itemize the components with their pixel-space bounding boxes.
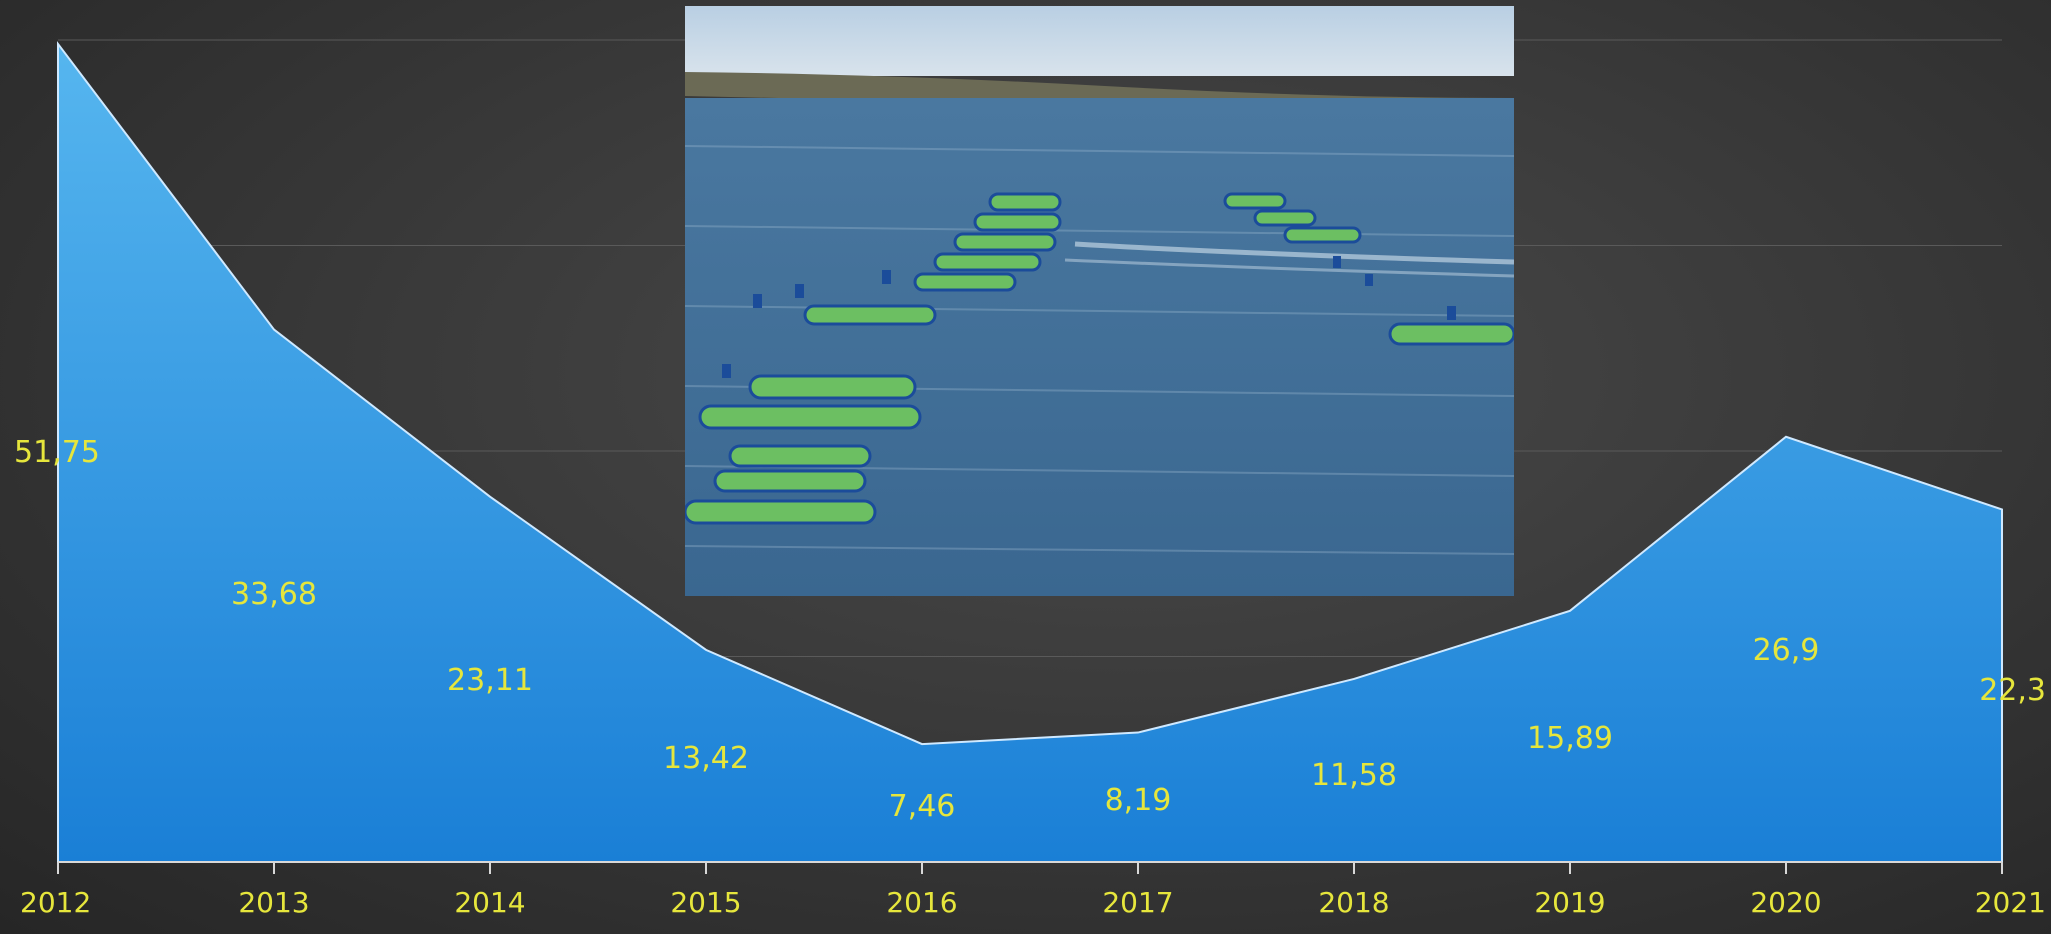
data-label-2015: 13,42 — [663, 741, 749, 776]
x-tick-label-2018: 2018 — [1318, 886, 1389, 919]
data-label-2021: 22,3 — [1979, 673, 2046, 708]
x-tick-label-2019: 2019 — [1534, 886, 1605, 919]
data-label-2020: 26,9 — [1753, 633, 1820, 668]
x-tick-label-2016: 2016 — [886, 886, 957, 919]
x-tick-label-2021: 2021 — [1975, 886, 2046, 919]
x-tick-label-2012: 2012 — [20, 886, 91, 919]
x-axis-ticks — [57, 862, 2003, 874]
data-label-2016: 7,46 — [889, 789, 956, 824]
x-tick-label-2013: 2013 — [238, 886, 309, 919]
area-series — [57, 40, 2003, 863]
data-label-2012: 51,75 — [14, 435, 100, 470]
fish-farm-photo — [685, 6, 1514, 596]
x-tick-label-2020: 2020 — [1750, 886, 1821, 919]
x-axis-tick-labels: 2012 2013 2014 2015 2016 2017 2018 2019 2020 2021 — [20, 886, 2046, 919]
x-tick-label-2014: 2014 — [454, 886, 525, 919]
x-tick-label-2015: 2015 — [670, 886, 741, 919]
data-label-2014: 23,11 — [447, 663, 533, 698]
data-label-2017: 8,19 — [1105, 783, 1172, 818]
data-label-2018: 11,58 — [1311, 758, 1397, 793]
x-tick-label-2017: 2017 — [1102, 886, 1173, 919]
data-label-2019: 15,89 — [1527, 721, 1613, 756]
data-label-2013: 33,68 — [231, 577, 317, 612]
data-labels: 51,75 33,68 23,11 13,42 7,46 8,19 11,58 15,89 26… — [14, 435, 2046, 824]
